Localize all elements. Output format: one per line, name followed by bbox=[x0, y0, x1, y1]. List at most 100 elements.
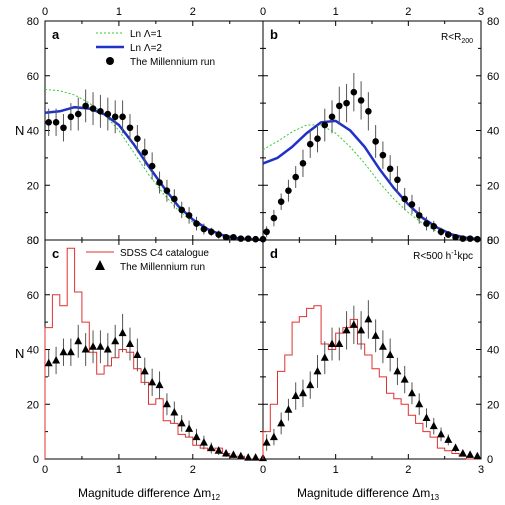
data-point-circle bbox=[163, 187, 171, 195]
annotation-tail: kpc bbox=[457, 251, 473, 262]
data-point-circle bbox=[134, 135, 141, 143]
data-point-circle bbox=[60, 124, 67, 132]
data-point-triangle bbox=[357, 325, 366, 334]
y-axis-label-top: N bbox=[15, 123, 24, 138]
data-point-triangle bbox=[244, 453, 253, 461]
data-point-triangle bbox=[349, 320, 358, 328]
y-tick-label: 0 bbox=[33, 235, 39, 247]
data-point-triangle bbox=[185, 424, 194, 432]
data-point-triangle bbox=[222, 449, 231, 457]
y-tick-label: 80 bbox=[487, 16, 499, 28]
data-point-circle bbox=[445, 231, 452, 238]
data-point-circle bbox=[299, 160, 307, 167]
data-point-circle bbox=[285, 187, 292, 195]
x-axis-label-right-subscript: 13 bbox=[430, 493, 439, 502]
data-point-triangle bbox=[306, 380, 315, 389]
data-point-circle bbox=[244, 235, 252, 242]
data-point-circle bbox=[263, 228, 270, 236]
x-tick-label: 2 bbox=[405, 6, 411, 18]
data-point-triangle bbox=[422, 413, 431, 421]
data-point-circle bbox=[74, 110, 82, 118]
x-tick-label: 1 bbox=[333, 6, 339, 18]
data-point-circle bbox=[314, 135, 321, 143]
x-axis-label-right-symbol: Δm bbox=[412, 486, 430, 500]
annotation-subscript: 200 bbox=[461, 38, 473, 45]
data-point-circle bbox=[459, 235, 467, 242]
data-point-circle bbox=[252, 235, 259, 243]
data-point-triangle bbox=[236, 451, 245, 460]
y-tick-label: 60 bbox=[487, 290, 499, 302]
y-tick-label: 0 bbox=[487, 235, 493, 247]
data-point-circle bbox=[89, 105, 97, 112]
data-point-circle bbox=[104, 110, 112, 118]
data-point-circle bbox=[321, 121, 329, 129]
y-axis-label-bottom: N bbox=[15, 346, 24, 361]
data-point-triangle bbox=[313, 366, 322, 375]
series-ln-2-line bbox=[262, 119, 482, 241]
data-point-circle bbox=[52, 118, 60, 126]
data-point-triangle bbox=[415, 399, 424, 408]
data-point-circle bbox=[45, 118, 52, 126]
y-tick-label: 80 bbox=[27, 16, 39, 28]
data-point-triangle bbox=[103, 345, 112, 353]
data-point-circle bbox=[408, 201, 416, 208]
data-point-circle bbox=[357, 97, 365, 104]
data-point-circle bbox=[401, 195, 409, 203]
data-point-triangle bbox=[451, 443, 460, 452]
data-point-circle bbox=[97, 108, 104, 115]
y-tick-label: 20 bbox=[487, 180, 499, 192]
data-point-circle bbox=[185, 212, 193, 219]
data-point-triangle bbox=[44, 358, 53, 367]
data-point-circle bbox=[466, 235, 474, 242]
data-point-circle bbox=[277, 198, 285, 205]
y-tick-label: 60 bbox=[27, 71, 39, 83]
legend-marker-circle bbox=[106, 57, 114, 65]
y-tick-label: 20 bbox=[27, 180, 39, 192]
data-point-circle bbox=[119, 113, 126, 121]
series-ln-2-line bbox=[44, 105, 264, 242]
x-axis-label-left-symbol: Δm bbox=[193, 486, 211, 500]
data-point-circle bbox=[365, 108, 372, 115]
data-point-circle bbox=[474, 235, 481, 243]
data-point-circle bbox=[350, 88, 358, 96]
data-point-circle bbox=[215, 231, 222, 238]
data-point-circle bbox=[237, 235, 245, 242]
y-tick-label: 80 bbox=[487, 235, 499, 247]
panel-label: d bbox=[270, 246, 278, 261]
data-point-triangle bbox=[364, 314, 373, 323]
data-point-triangle bbox=[111, 336, 120, 345]
data-point-triangle bbox=[371, 331, 380, 339]
x-tick-label: 1 bbox=[116, 6, 122, 18]
data-point-triangle bbox=[214, 446, 223, 454]
data-point-triangle bbox=[207, 443, 216, 452]
series-sdss-c4-catalogue-histogram bbox=[44, 247, 263, 460]
data-point-triangle bbox=[52, 355, 61, 364]
data-point-circle bbox=[222, 233, 230, 241]
series-ln-1-line bbox=[44, 88, 264, 241]
data-point-triangle bbox=[170, 407, 179, 416]
data-point-triangle bbox=[269, 432, 278, 441]
data-point-circle bbox=[328, 113, 336, 121]
data-point-triangle bbox=[277, 418, 286, 427]
data-point-triangle bbox=[444, 435, 453, 443]
x-tick-label: 0 bbox=[260, 6, 266, 18]
data-point-triangle bbox=[407, 388, 416, 397]
data-point-triangle bbox=[320, 353, 329, 361]
data-point-triangle bbox=[192, 432, 201, 441]
x-axis-label-right-text: Magnitude difference bbox=[297, 486, 412, 500]
data-point-circle bbox=[230, 233, 237, 241]
data-point-triangle bbox=[229, 450, 238, 458]
data-point-triangle bbox=[393, 366, 402, 375]
data-point-triangle bbox=[96, 342, 105, 350]
data-point-circle bbox=[82, 102, 89, 110]
y-tick-label: 40 bbox=[27, 126, 39, 138]
annotation-text: R<R bbox=[441, 32, 461, 43]
data-point-circle bbox=[336, 102, 343, 110]
data-point-triangle bbox=[59, 347, 68, 356]
y-tick-label: 80 bbox=[27, 235, 39, 247]
data-point-triangle bbox=[298, 388, 307, 397]
data-point-triangle bbox=[81, 345, 90, 353]
x-axis-label-left-subscript: 12 bbox=[211, 493, 220, 502]
data-point-triangle bbox=[473, 451, 482, 460]
